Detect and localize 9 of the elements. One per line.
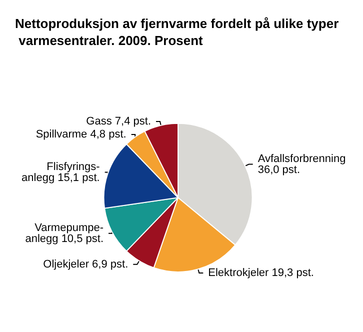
slice-label: Elektrokjeler 19,3 pst. <box>208 266 314 279</box>
slice-label: Avfallsforbrenning <box>258 152 346 165</box>
slice-label: Gass 7,4 pst. <box>86 115 151 128</box>
data-label: 36,0 pst. <box>258 164 300 176</box>
chart-title: Nettoproduksjon av fjernvarme fordelt på ulike typer varmesentraler. 2009. Prosent <box>15 16 339 48</box>
slice-label: Oljekjeler 6,9 pst. <box>43 258 128 270</box>
slice-label: Varmepumpe- anlegg 10,5 pst. <box>25 222 104 245</box>
slice-label: Flisfyrings- anlegg 15,1 pst. <box>22 160 100 184</box>
slice-label: Spillvarme 4,8 pst. <box>36 128 126 140</box>
